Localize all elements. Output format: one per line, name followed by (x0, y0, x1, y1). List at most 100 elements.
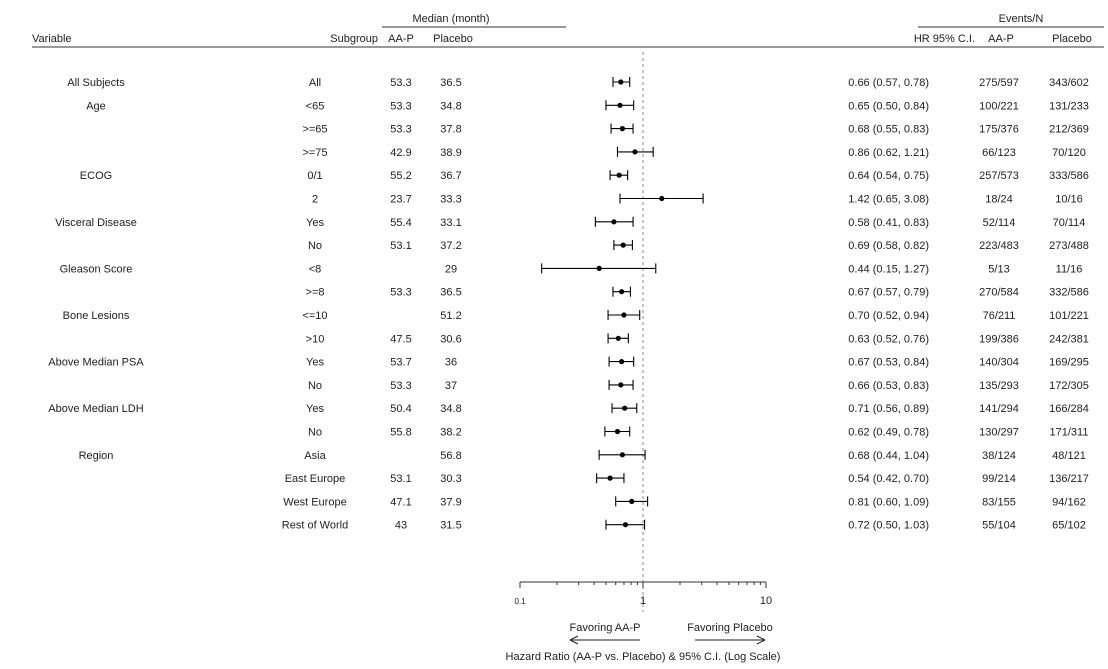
events-placebo-value: 10/16 (1055, 194, 1083, 206)
events-aap-value: 55/104 (982, 520, 1016, 532)
hr-point (616, 172, 622, 178)
events-placebo-value: 171/311 (1050, 427, 1089, 439)
median-placebo-value: 38.9 (440, 147, 461, 159)
hr-point (622, 405, 628, 411)
median-placebo-value: 36.7 (440, 170, 461, 182)
hr-ci-text: 0.67 (0.57, 0.79) (848, 287, 929, 299)
median-placebo-value: 33.3 (440, 194, 461, 206)
favoring-right-arrowhead (756, 635, 766, 645)
events-aap-value: 18/24 (985, 194, 1013, 206)
median-placebo-value: 31.5 (440, 520, 461, 532)
median-placebo-header: Placebo (433, 33, 473, 45)
events-placebo-value: 343/602 (1049, 77, 1089, 89)
hr-ci-text: 0.54 (0.42, 0.70) (848, 473, 929, 485)
x-tick-label: 10 (760, 595, 772, 607)
median-aap-value: 53.3 (390, 77, 411, 89)
table-row: No 53.3 37 0.66 (0.53, 0.83) 135/293 172/305 (308, 379, 1089, 392)
events-aap-value: 99/214 (982, 473, 1016, 485)
table-row: East Europe 53.1 30.3 0.54 (0.42, 0.70) 99/2… (285, 473, 1089, 485)
events-aap-value: 66/123 (982, 147, 1016, 159)
median-aap-value: 23.7 (390, 194, 411, 206)
events-placebo-value: 131/233 (1049, 100, 1089, 112)
subgroup-label: Rest of World (282, 520, 348, 532)
median-placebo-value: 36.5 (440, 77, 461, 89)
events-aap-value: 270/584 (979, 287, 1019, 299)
hr-point (596, 265, 602, 271)
variable-label: Age (86, 100, 106, 112)
events-placebo-value: 94/162 (1052, 496, 1086, 508)
subgroup-label: Yes (306, 403, 324, 415)
subgroup-label: No (308, 240, 322, 252)
table-row: Bone Lesions <=10 51.2 0.70 (0.52, 0.94) 76/… (63, 310, 1089, 322)
hr-point (615, 335, 621, 341)
subgroup-label: <65 (306, 100, 325, 112)
hr-ci-text: 0.69 (0.58, 0.82) (848, 240, 929, 252)
events-aap-value: 52/114 (983, 217, 1016, 229)
events-placebo-value: 212/369 (1049, 124, 1089, 136)
events-placebo-value: 101/221 (1049, 310, 1089, 322)
x-tick-label: 0.1 (514, 597, 526, 606)
subgroup-label: Asia (304, 450, 326, 462)
events-aap-header: AA-P (988, 33, 1014, 45)
events-aap-value: 76/211 (983, 310, 1016, 322)
median-aap-value: 50.4 (390, 403, 411, 415)
events-aap-value: 275/597 (979, 77, 1019, 89)
median-placebo-value: 36 (445, 357, 457, 369)
hr-ci-text: 0.68 (0.44, 1.04) (848, 450, 929, 462)
median-placebo-value: 30.3 (440, 473, 461, 485)
hr-ci-text: 0.66 (0.57, 0.78) (848, 77, 929, 89)
hr-ci-text: 0.65 (0.50, 0.84) (848, 100, 929, 112)
median-placebo-value: 56.8 (440, 450, 461, 462)
median-placebo-value: 29 (445, 263, 457, 275)
hr-ci-text: 0.70 (0.52, 0.94) (848, 310, 929, 322)
variable-label: Region (79, 450, 114, 462)
x-axis: 0.1 1 10 Favoring AA-P Favoring Placebo Hazar… (506, 581, 780, 663)
hr-ci-text: 0.86 (0.62, 1.21) (848, 147, 929, 159)
median-aap-value: 55.8 (390, 427, 411, 439)
events-placebo-value: 70/120 (1052, 147, 1086, 159)
events-aap-value: 38/124 (982, 450, 1016, 462)
events-placebo-value: 172/305 (1049, 380, 1089, 392)
events-aap-value: 175/376 (979, 124, 1019, 136)
table-row: 2 23.7 33.3 1.42 (0.65, 3.08) 18/24 10/16 (312, 193, 1083, 206)
events-placebo-value: 65/102 (1052, 520, 1086, 532)
subgroup-label: >=75 (302, 147, 327, 159)
subgroup-label: All (309, 77, 321, 89)
events-aap-value: 257/573 (979, 170, 1019, 182)
median-aap-value: 43 (395, 520, 407, 532)
events-placebo-value: 166/284 (1049, 403, 1089, 415)
x-tick-label: 1 (640, 595, 646, 607)
events-aap-value: 135/293 (979, 380, 1019, 392)
events-group-header: Events/N (999, 13, 1044, 25)
hr-point (659, 195, 665, 202)
median-placebo-value: 37.9 (440, 496, 461, 508)
hr-ci-text: 0.58 (0.41, 0.83) (848, 217, 929, 229)
median-aap-value: 53.3 (390, 124, 411, 136)
table-row: Visceral Disease Yes 55.4 33.1 0.58 (0.41, 0… (55, 216, 1085, 229)
median-aap-header: AA-P (388, 33, 414, 45)
table-row: West Europe 47.1 37.9 0.81 (0.60, 1.09) 83/1… (283, 496, 1086, 508)
events-aap-value: 100/221 (979, 100, 1019, 112)
hr-ci-text: 0.68 (0.55, 0.83) (848, 124, 929, 136)
events-placebo-value: 333/586 (1049, 170, 1089, 182)
table-row: Rest of World 43 31.5 0.72 (0.50, 1.03) 55/1… (282, 519, 1086, 532)
subgroup-label: Yes (306, 217, 324, 229)
table-row: No 55.8 38.2 0.62 (0.49, 0.78) 130/297 171/31… (308, 426, 1089, 439)
events-placebo-value: 273/488 (1049, 240, 1089, 252)
hr-ci-text: 0.66 (0.53, 0.83) (848, 380, 929, 392)
subgroup-label: <=10 (302, 310, 327, 322)
table-row: Gleason Score <8 29 0.44 (0.15, 1.27) 5/13 11… (60, 263, 1082, 275)
table-row: >10 47.5 30.6 0.63 (0.52, 0.76) 199/386 242/3… (306, 333, 1089, 345)
subgroup-label: >=65 (302, 124, 327, 136)
events-aap-value: 140/304 (979, 357, 1019, 369)
median-placebo-value: 37.2 (440, 240, 461, 252)
median-placebo-value: 30.6 (440, 333, 461, 345)
hr-point (619, 359, 625, 365)
events-aap-value: 83/155 (982, 496, 1016, 508)
subgroup-label: >10 (306, 333, 325, 345)
subgroup-label: Yes (306, 357, 324, 369)
variable-label: Above Median LDH (48, 403, 143, 415)
median-placebo-value: 37 (445, 380, 457, 392)
hr-point (618, 79, 624, 85)
